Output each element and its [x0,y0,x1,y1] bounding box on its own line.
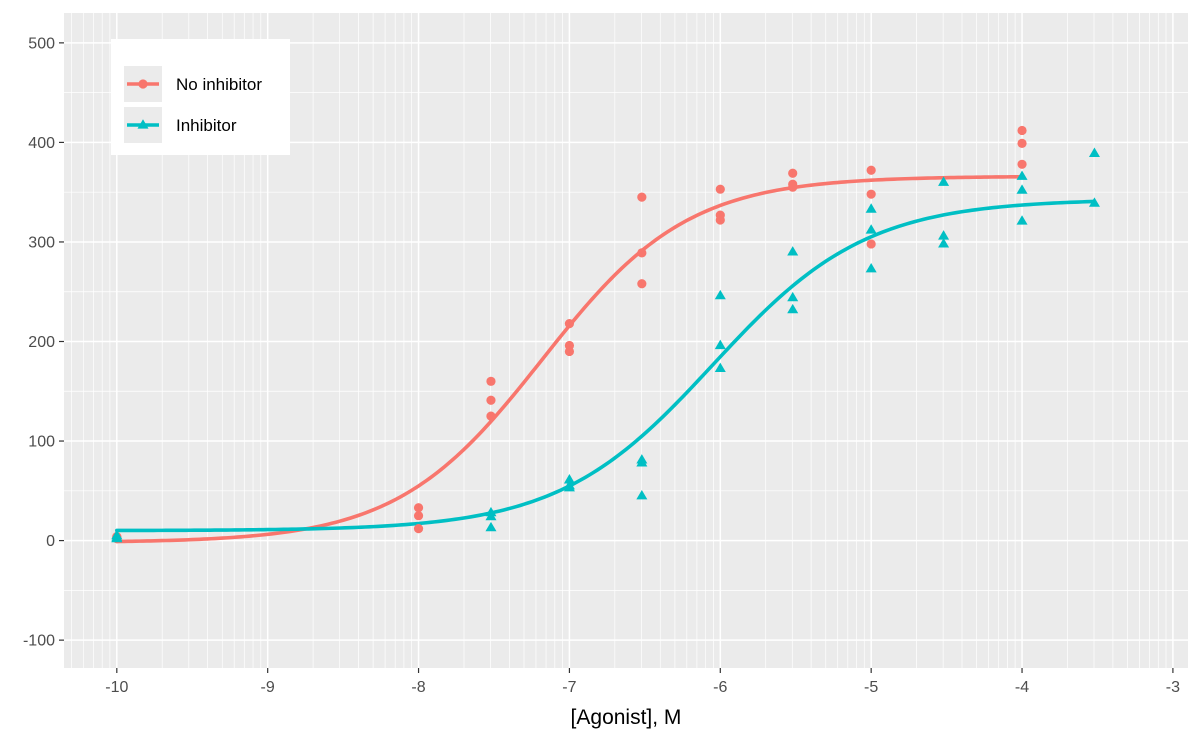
data-point-no-inhibitor [1017,138,1027,149]
data-point-no-inhibitor [486,376,496,386]
x-axis-tick-labels: -10 -9 -8 -7 -6 -5 -4 -3 [105,679,1180,696]
data-point-inhibitor [636,457,648,467]
x-tick-label: -3 [1166,679,1180,696]
data-point-inhibitor [865,224,877,234]
data-point-inhibitor [1088,197,1100,207]
data-point-inhibitor [636,489,648,500]
y-tick-label: 0 [46,533,55,550]
x-tick-label: -6 [713,679,727,696]
data-point-inhibitor [865,263,877,273]
x-tick-label: -10 [105,679,128,696]
data-point-no-inhibitor [866,165,876,175]
data-point-no-inhibitor [637,192,647,202]
x-tick-label: -5 [864,679,878,696]
data-point-inhibitor [1016,170,1028,180]
data-point-no-inhibitor [637,279,647,289]
data-point-inhibitor [485,510,497,521]
legend-label-no-inhibitor: No inhibitor [176,75,262,94]
data-point-inhibitor [938,176,950,186]
fit-curve-inhibitor [115,199,1097,533]
data-point-no-inhibitor [1017,125,1027,136]
x-tick-label: -4 [1015,679,1029,696]
data-point-no-inhibitor [486,411,496,421]
data-point-inhibitor [1088,147,1100,157]
data-point-inhibitor [563,482,575,492]
data-point-no-inhibitor [715,184,725,194]
legend-label-inhibitor: Inhibitor [176,116,237,135]
y-tick-label: 400 [28,135,55,152]
data-point-no-inhibitor [564,346,575,357]
y-tick-label: 300 [28,234,55,251]
data-point-inhibitor [485,521,497,532]
axis-ticks [59,42,1174,673]
y-tick-label: 200 [28,334,55,351]
legend-marker-inhibitor [137,119,149,129]
data-point-no-inhibitor [564,318,575,329]
y-tick-label: -100 [23,633,55,650]
data-point-no-inhibitor [788,182,798,192]
legend-marker-no-inhibitor [138,79,148,89]
data-point-no-inhibitor [866,189,876,199]
data-point-inhibitor [1016,215,1028,225]
data-point-no-inhibitor [413,503,424,513]
data-point-inhibitor [787,291,799,302]
data-point-no-inhibitor [413,511,424,521]
legend: No inhibitor Inhibitor [111,39,290,155]
data-point-no-inhibitor [788,168,798,178]
data-point-inhibitor [938,238,950,248]
data-point-no-inhibitor [866,239,876,249]
data-point-inhibitor [865,203,877,213]
data-point-inhibitor [563,474,575,484]
x-tick-label: -7 [562,679,576,696]
data-point-inhibitor [714,339,726,350]
data-points [111,125,1100,544]
data-point-inhibitor [714,362,726,372]
x-tick-label: -8 [411,679,425,696]
y-axis-tick-labels: -100 0 100 200 300 400 500 [23,35,55,649]
data-point-no-inhibitor [413,524,424,534]
y-tick-label: 500 [28,35,55,52]
data-point-no-inhibitor [637,248,647,258]
data-point-no-inhibitor [1017,159,1027,169]
x-axis-title: [Agonist], M [571,706,682,729]
data-point-no-inhibitor [715,215,725,225]
y-tick-label: 100 [28,434,55,451]
data-point-inhibitor [938,230,950,240]
data-point-inhibitor [111,532,123,543]
data-point-inhibitor [787,246,799,256]
data-point-no-inhibitor [486,395,496,405]
data-point-inhibitor [1016,184,1028,194]
x-tick-label: -9 [261,679,275,696]
data-point-inhibitor [714,289,726,300]
data-point-inhibitor [787,303,799,314]
